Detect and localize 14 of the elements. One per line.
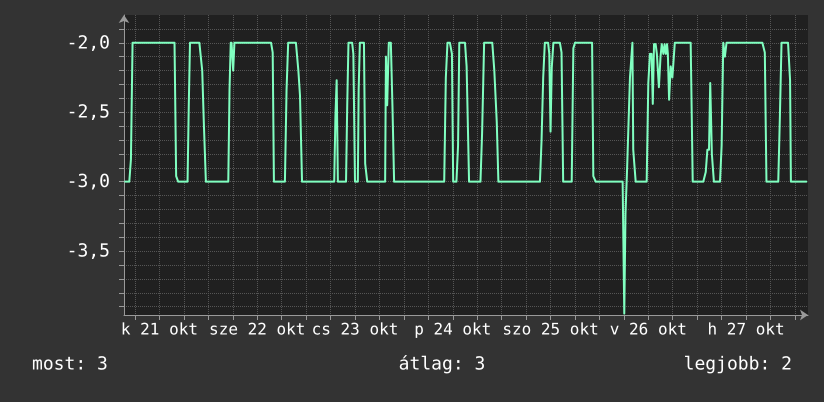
y-tick-label: -2,0 bbox=[66, 32, 110, 54]
x-tick-label: sze 22 okt bbox=[209, 320, 306, 338]
x-tick-label: szo 25 okt bbox=[502, 320, 599, 338]
text: legjobb: 2 bbox=[684, 354, 792, 374]
x-tick-label: cs 23 okt bbox=[312, 320, 398, 338]
x-tick-label: v 26 okt bbox=[610, 320, 687, 338]
y-tick-label: -2,5 bbox=[66, 102, 110, 123]
x-tick-label: p 24 okt bbox=[414, 320, 492, 338]
text: átlag: 3 bbox=[398, 354, 486, 374]
text: most: 3 bbox=[32, 354, 108, 374]
x-tick-label: h 27 okt bbox=[708, 320, 785, 338]
y-tick-label: -3,5 bbox=[66, 240, 110, 262]
y-tick-label: -3,0 bbox=[66, 171, 110, 192]
x-tick-label: k 21 okt bbox=[120, 320, 198, 338]
